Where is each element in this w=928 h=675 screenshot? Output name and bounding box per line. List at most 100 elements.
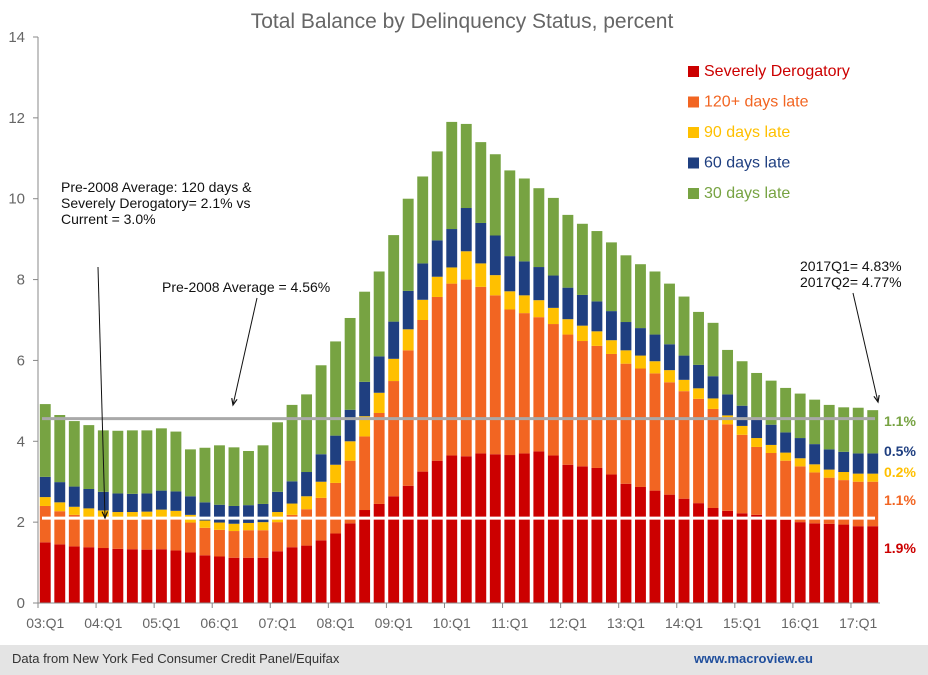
legend-swatch: [688, 188, 699, 199]
bar-segment: [272, 522, 283, 552]
bar-segment: [533, 300, 545, 318]
bar-segment: [301, 509, 313, 546]
bar-segment: [809, 464, 821, 473]
website-link[interactable]: www.macroview.eu: [694, 651, 813, 666]
bar-segment: [373, 356, 385, 393]
bar-segment: [301, 472, 313, 497]
bar-segment: [112, 512, 124, 520]
x-tick-label: 08:Q1: [317, 615, 355, 631]
bar-segment: [518, 261, 530, 296]
bar-segment: [489, 154, 501, 236]
bar-segment: [693, 388, 704, 399]
bar-segment: [707, 322, 719, 377]
bar-segment: [547, 197, 559, 276]
bar-segment: [199, 502, 211, 521]
bar-segment: [388, 321, 400, 359]
bar-segment: [664, 494, 675, 603]
bar-segment: [344, 460, 356, 524]
bar-segment: [765, 453, 777, 517]
bar-segment: [97, 548, 109, 603]
legend-label: 90 days late: [704, 124, 790, 141]
bar-segment: [765, 424, 777, 445]
bar-segment: [635, 264, 646, 329]
bar-segment: [780, 387, 792, 433]
bar-segment: [359, 510, 371, 603]
bar-segment: [39, 404, 51, 477]
bar-segment: [794, 458, 806, 467]
x-tick-label: 17:Q1: [839, 615, 877, 631]
bar-segment: [518, 453, 530, 603]
bar-segment: [373, 271, 385, 357]
bar-segment: [475, 142, 487, 223]
legend-label: 60 days late: [704, 155, 790, 172]
bar-segment: [547, 455, 559, 603]
annotation-arrow-current-head: [873, 395, 880, 404]
bar-segment: [402, 329, 414, 351]
bar-segment: [330, 435, 342, 465]
bar-segment: [228, 523, 240, 532]
bar-segment: [214, 504, 225, 523]
bar-segment: [39, 505, 51, 543]
bar-segment: [315, 481, 327, 498]
bar-segment: [707, 376, 719, 399]
bar-segment: [126, 519, 138, 550]
bar-segment: [344, 409, 356, 442]
bar-segment: [54, 415, 66, 483]
bar-segment: [126, 549, 138, 603]
bar-segment: [155, 509, 167, 518]
bar-segment: [809, 444, 821, 465]
bar-segment: [562, 464, 574, 603]
bar-segment: [736, 361, 748, 406]
bar-segment: [330, 464, 342, 483]
bar-segment: [330, 341, 342, 436]
bar-segment: [489, 454, 501, 603]
bar-segment: [693, 364, 704, 389]
bar-segment: [373, 392, 385, 413]
bar-segment: [547, 324, 559, 456]
bar-segment: [576, 325, 588, 342]
bar-segment: [141, 511, 153, 520]
bar-segment: [83, 547, 95, 603]
bar-segment: [315, 365, 327, 455]
bar-segment: [301, 496, 313, 510]
bar-segment: [446, 455, 458, 603]
bar-segment: [794, 393, 806, 439]
bar-segment: [489, 295, 501, 455]
bar-segment: [460, 123, 472, 209]
bar-segment: [460, 456, 472, 603]
bar-segment: [126, 430, 138, 494]
bar-segment: [431, 151, 443, 241]
x-tick-label: 04:Q1: [84, 615, 122, 631]
bar-segment: [460, 279, 472, 457]
bar-segment: [286, 481, 298, 504]
bar-segment: [838, 524, 850, 603]
bar-segment: [838, 451, 850, 473]
bar-segment: [591, 231, 603, 302]
bar-segment: [533, 317, 545, 452]
y-tick-label: 0: [17, 595, 25, 612]
bar-segment: [388, 496, 400, 603]
bar-segment: [867, 526, 879, 603]
bar-segment: [257, 522, 269, 531]
bar-segment: [809, 523, 821, 603]
bar-segment: [518, 295, 530, 314]
bar-segment: [678, 296, 690, 356]
bar-segment: [388, 381, 400, 497]
annotation-arrow-120: [97, 266, 106, 519]
bar-segment: [402, 290, 414, 330]
bar-segment: [446, 229, 458, 268]
bar-segment: [620, 322, 632, 351]
bar-segment: [475, 222, 487, 264]
bar-segment: [460, 208, 472, 252]
annotation-arrow-120-head: [101, 511, 109, 520]
bar-segment: [751, 372, 763, 418]
y-tick-label: 8: [17, 272, 25, 289]
annotation-pre2008-120: Pre-2008 Average: 120 days &: [61, 179, 252, 195]
bar-segment: [68, 486, 80, 507]
bar-segment: [751, 446, 763, 515]
y-tick-label: 4: [17, 433, 25, 450]
bar-segment: [446, 267, 458, 284]
bar-segment: [518, 178, 530, 262]
bar-segment: [388, 358, 400, 382]
bar-segment: [649, 490, 661, 603]
